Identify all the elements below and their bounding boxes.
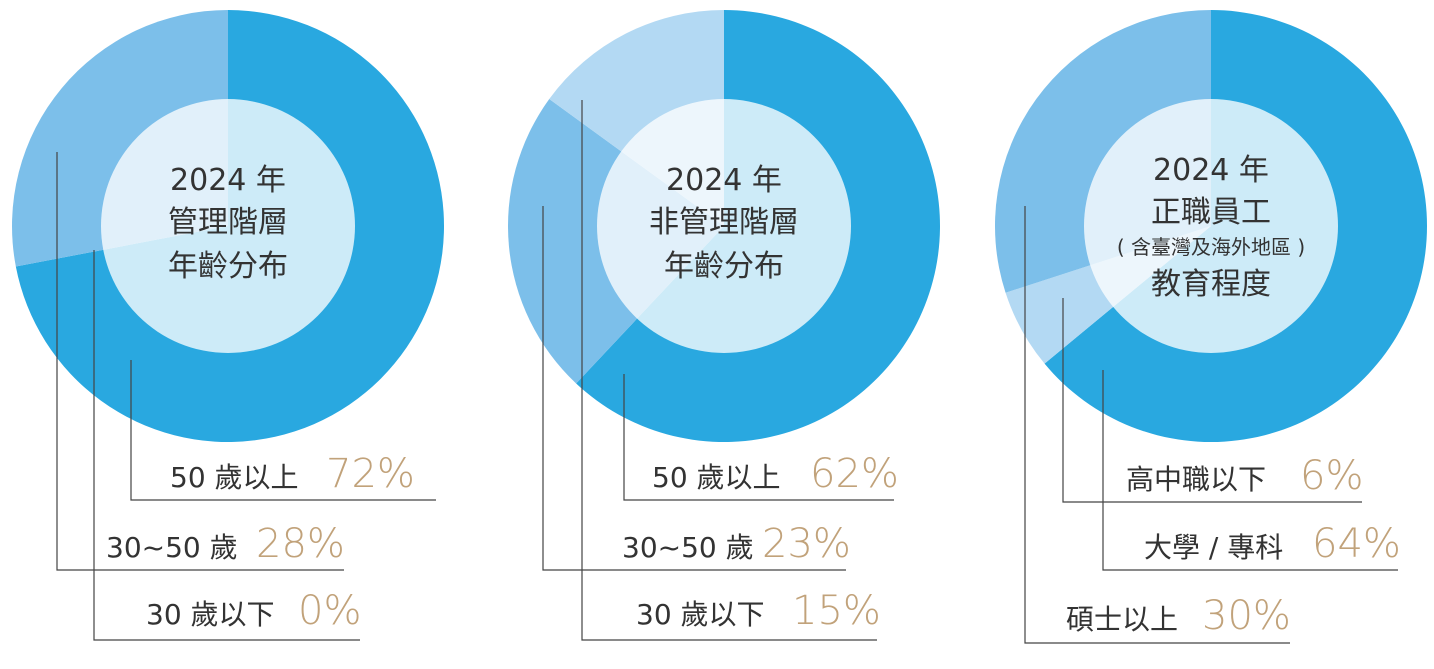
slice-label: 30~50 歲 xyxy=(622,531,754,564)
slice-percent: 0% xyxy=(298,588,361,634)
slice-percent: 64% xyxy=(1312,521,1401,567)
leader-line xyxy=(581,100,877,641)
slice-label: 30 歲以下 xyxy=(636,598,765,631)
donut-title-line: 年齡分布 xyxy=(664,249,784,284)
slice-label: 碩士以上 xyxy=(1066,603,1178,636)
slice-percent: 6% xyxy=(1300,453,1363,499)
slice-label: 30 歲以下 xyxy=(146,598,275,631)
donut-title-line: 2024 年 xyxy=(170,163,286,198)
leader-line xyxy=(623,374,894,501)
leader-line xyxy=(1024,206,1290,644)
slice-label: 50 歲以上 xyxy=(652,461,781,494)
donut-title-line: 正職員工 xyxy=(1151,195,1271,230)
donut-title-line: 年齡分布 xyxy=(168,249,288,284)
leader-line xyxy=(542,206,846,571)
donut-title-line: 教育程度 xyxy=(1151,267,1271,302)
donut-center-disc xyxy=(597,99,851,353)
donut-center-disc xyxy=(1084,99,1338,353)
slice-percent: 23% xyxy=(762,521,851,567)
leader-line xyxy=(130,360,436,501)
slice-label: 高中職以下 xyxy=(1126,463,1266,496)
donut-title-line: 2024 年 xyxy=(1153,153,1269,188)
leader-line xyxy=(1062,298,1362,503)
leader-line xyxy=(1102,370,1398,571)
leader-line xyxy=(56,152,344,571)
donut-title-line: 管理階層 xyxy=(168,205,288,240)
donut-title-line: 非管理階層 xyxy=(649,205,799,240)
slice-label: 50 歲以上 xyxy=(170,461,299,494)
slice-percent: 62% xyxy=(810,451,899,497)
slice-label: 大學 / 專科 xyxy=(1144,531,1283,564)
slice-percent: 30% xyxy=(1202,593,1291,639)
donut-title-line: 2024 年 xyxy=(666,163,782,198)
slice-percent: 72% xyxy=(326,451,415,497)
donut-center-disc xyxy=(101,99,355,353)
slice-percent: 28% xyxy=(256,521,345,567)
slice-label: 30~50 歲 xyxy=(106,531,238,564)
leader-line xyxy=(93,250,360,641)
slice-percent: 15% xyxy=(792,588,881,634)
donut-title-line: ( 含臺灣及海外地區 ) xyxy=(1117,235,1305,259)
